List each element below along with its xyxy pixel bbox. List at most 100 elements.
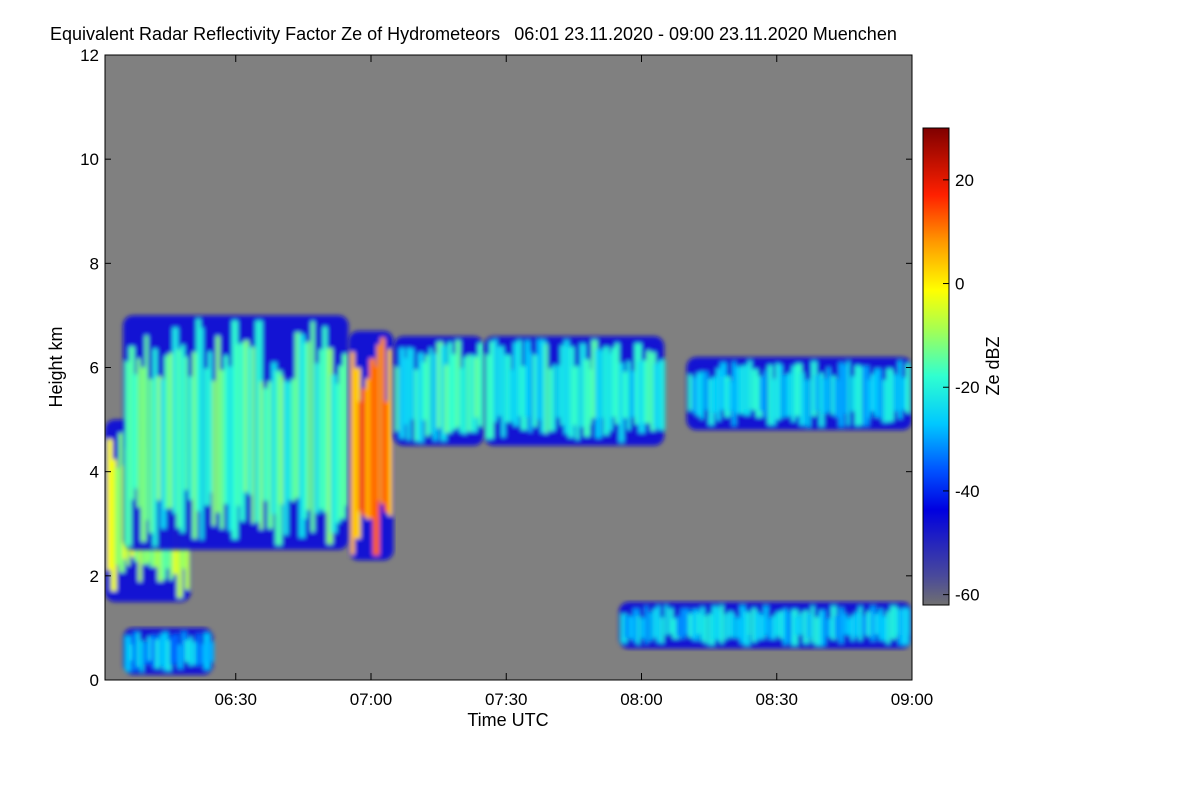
echo-streak: [624, 615, 630, 638]
echo-streak: [811, 361, 817, 417]
y-tick-label: 8: [90, 254, 99, 273]
echo-streak: [384, 401, 390, 513]
echo-streak: [365, 378, 373, 519]
y-tick-label: 12: [80, 46, 99, 65]
echo-streak: [177, 644, 184, 669]
echo-streak: [846, 618, 854, 636]
echo-streak: [807, 613, 812, 638]
echo-streak: [152, 348, 158, 547]
echo-streak: [380, 337, 386, 505]
echo-streak: [906, 609, 910, 636]
echo-streak: [755, 376, 763, 418]
y-tick-label: 2: [90, 567, 99, 586]
echo-streak: [440, 345, 447, 441]
echo-streak: [203, 633, 211, 670]
echo-streak: [208, 351, 212, 493]
echo-streak: [505, 354, 512, 423]
echo-streak: [644, 606, 648, 644]
echo-streak: [791, 609, 798, 646]
echo-streak: [736, 366, 743, 414]
echo-streak: [326, 348, 333, 545]
echo-streak: [834, 615, 839, 638]
echo-streak: [632, 608, 640, 643]
echo-streak: [787, 612, 794, 644]
echo-streak: [501, 353, 506, 437]
echo-streak: [743, 611, 750, 646]
echo-streak: [125, 361, 132, 546]
echo-streak: [654, 363, 661, 429]
echo-streak: [822, 610, 827, 645]
echo-streak: [489, 341, 494, 439]
echo-streak: [894, 374, 898, 412]
echo-streak: [688, 613, 694, 638]
echo-streak: [646, 350, 651, 424]
echo-streak: [795, 616, 801, 636]
echo-streak: [513, 342, 520, 427]
echo-streak: [299, 334, 306, 538]
echo-streak: [854, 365, 861, 426]
echo-streak: [564, 340, 570, 434]
echo-streak: [878, 609, 883, 641]
chart-title: Equivalent Radar Reflectivity Factor Ze …: [50, 24, 897, 44]
echo-streak: [147, 636, 152, 661]
echo-streak: [696, 613, 702, 635]
echo-streak: [775, 363, 781, 420]
echo-streak: [418, 352, 424, 443]
echo-streak: [728, 381, 734, 411]
echo-streak: [826, 618, 833, 638]
echo-streak: [528, 351, 532, 433]
echo-streak: [704, 615, 708, 644]
echo-streak: [771, 615, 776, 640]
echo-streak: [846, 361, 850, 426]
echo-streak: [140, 640, 144, 672]
echo-streak: [874, 368, 882, 418]
echo-streak: [414, 369, 420, 442]
echo-streak: [188, 376, 194, 500]
echo-streak: [125, 635, 132, 672]
colorbar-tick-label: -60: [955, 586, 980, 605]
echo-streak: [172, 327, 179, 514]
echo-streak: [429, 348, 433, 435]
echo-streak: [164, 355, 169, 509]
echo-streak: [894, 608, 901, 636]
echo-streak: [314, 363, 320, 514]
echo-streak: [680, 608, 686, 639]
echo-streak: [775, 612, 780, 637]
echo-streak: [628, 616, 635, 639]
echo-streak: [814, 616, 820, 646]
echo-streak: [751, 369, 759, 411]
echo-streak: [591, 339, 598, 419]
echo-streak: [803, 610, 809, 644]
echo-streak: [870, 606, 876, 641]
echo-streak: [196, 318, 201, 512]
echo-streak: [771, 378, 776, 425]
echo-streak: [811, 606, 815, 643]
echo-streak: [763, 605, 769, 635]
echo-streak: [310, 321, 315, 533]
echo-streak: [302, 342, 307, 519]
echo-streak: [712, 376, 720, 413]
x-tick-label: 09:00: [891, 690, 934, 709]
echo-layer: [105, 315, 912, 675]
echo-streak: [583, 359, 591, 437]
echo-streak: [477, 343, 485, 427]
echo-region: [123, 627, 215, 675]
y-tick-label: 0: [90, 671, 99, 690]
echo-streak: [567, 346, 575, 438]
y-tick-label: 6: [90, 359, 99, 378]
echo-streak: [615, 343, 620, 425]
echo-streak: [395, 366, 399, 432]
echo-streak: [787, 373, 792, 417]
echo-streak: [791, 366, 796, 422]
echo-streak: [688, 374, 693, 411]
echo-region: [348, 331, 394, 561]
echo-streak: [322, 326, 328, 513]
echo-streak: [704, 371, 709, 411]
echo-streak: [759, 615, 766, 639]
echo-streak: [874, 614, 880, 635]
y-tick-label: 10: [80, 150, 99, 169]
echo-streak: [279, 376, 284, 505]
echo-streak: [215, 335, 220, 513]
echo-streak: [406, 347, 411, 441]
echo-streak: [890, 372, 895, 421]
